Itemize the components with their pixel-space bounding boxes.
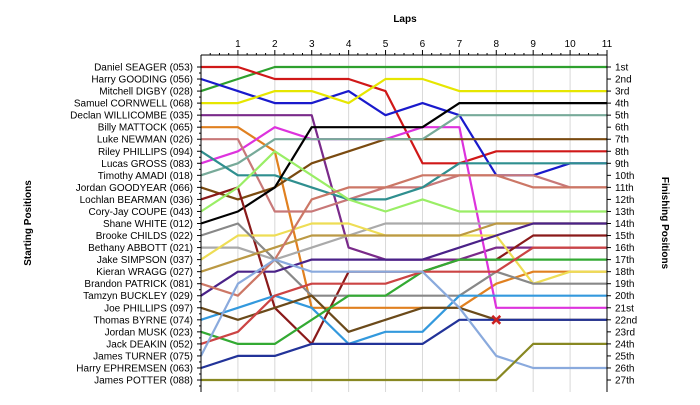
series-line-21 [200, 294, 607, 345]
finish-label-21st: 21st [615, 303, 634, 314]
x-tick-label-8: 8 [493, 39, 499, 50]
x-tick-label-3: 3 [309, 39, 315, 50]
x-tick-label-1: 1 [235, 39, 241, 50]
x-tick-label-6: 6 [420, 39, 426, 50]
start-label-3: Harry GOODING (056) [91, 75, 193, 86]
chart-title: Laps [393, 14, 417, 25]
x-tick-label-11: 11 [602, 39, 613, 50]
series-line-1 [200, 65, 607, 93]
start-label-20: Brandon PATRICK (081) [84, 279, 193, 290]
x-tick-label-4: 4 [346, 39, 352, 50]
finish-label-1st: 1st [615, 63, 629, 74]
finish-label-2nd: 2nd [615, 75, 632, 86]
finish-label-26th: 26th [615, 363, 634, 374]
finish-label-8th: 8th [615, 147, 629, 158]
series-line-16 [200, 150, 607, 213]
start-label-10: Timothy AMADI (018) [98, 171, 193, 182]
start-label-25: Harry EPHREMSEN (063) [76, 363, 193, 374]
finish-label-19th: 19th [615, 279, 634, 290]
finish-label-7th: 7th [615, 135, 629, 146]
x-tick-label-7: 7 [457, 39, 463, 50]
retired-marker-stroke-b [491, 314, 502, 325]
finish-label-6th: 6th [615, 123, 629, 134]
start-label-16: Cory-Jay COUPE (043) [89, 207, 193, 218]
series-line-8 [201, 138, 607, 213]
series-line-19 [200, 222, 607, 297]
series-line-10 [200, 114, 607, 177]
finish-label-17th: 17th [615, 255, 634, 266]
series-line-23 [200, 258, 607, 345]
y-axis-left-title: Starting Positions [23, 180, 34, 266]
finish-label-18th: 18th [615, 267, 634, 278]
finish-label-4th: 4th [615, 99, 629, 110]
start-label-18: Kieran WRAGG (027) [96, 267, 193, 278]
start-label-8: Luke NEWMAN (026) [97, 135, 193, 146]
series-line-3 [200, 77, 607, 177]
series-line-26 [200, 258, 607, 370]
start-label-23: Jordan MUSK (023) [105, 327, 193, 338]
series-line-12 [200, 101, 607, 225]
x-tick-label-9: 9 [530, 39, 536, 50]
start-label-11: Riley PHILLIPS (094) [98, 147, 193, 158]
finish-label-27th: 27th [615, 376, 634, 387]
start-label-5: Declan WILLICOMBE (035) [70, 111, 193, 122]
start-label-22: Joe PHILLIPS (097) [104, 303, 193, 314]
finish-label-16th: 16th [615, 243, 634, 254]
series-line-24 [200, 246, 607, 345]
start-label-9: Jordan GOODYEAR (066) [76, 183, 193, 194]
finish-label-22nd: 22nd [615, 315, 637, 326]
finish-label-9th: 9th [615, 159, 629, 170]
start-label-7: Lucas GROSS (083) [101, 159, 193, 170]
start-label-26: James TURNER (075) [93, 351, 193, 362]
start-label-12: Shane WHITE (012) [103, 219, 193, 230]
start-label-1: Mitchell DIGBY (028) [99, 87, 193, 98]
finish-label-20th: 20th [615, 291, 634, 302]
start-label-2: Daniel SEAGER (053) [94, 63, 193, 74]
finish-label-14th: 14th [615, 219, 634, 230]
finish-label-12th: 12th [615, 195, 634, 206]
start-label-15: Jake SIMPSON (037) [97, 255, 193, 266]
x-tick-label-10: 10 [565, 39, 577, 50]
labels: Mitchell DIGBY (028)Daniel SEAGER (053)H… [70, 63, 637, 387]
series-line-25 [200, 318, 607, 370]
start-label-6: Billy MATTOCK (065) [98, 123, 193, 134]
start-label-24: Jack DEAKIN (052) [106, 339, 193, 350]
start-label-27: James POTTER (088) [94, 376, 193, 387]
finish-label-25th: 25th [615, 351, 634, 362]
finish-label-15th: 15th [615, 231, 634, 242]
finish-label-13th: 13th [615, 207, 634, 218]
finish-label-3rd: 3rd [615, 87, 629, 98]
start-label-14: Lochlan BEARMAN (036) [80, 195, 193, 206]
start-label-17: Brooke CHILDS (022) [96, 231, 193, 242]
finish-label-5th: 5th [615, 111, 629, 122]
axes: 1 2 3 4 5 6 7 8 9 10 11 [197, 39, 613, 392]
series-line-7 [200, 126, 607, 309]
start-label-13: Bethany ABBOTT (021) [88, 243, 193, 254]
finish-label-10th: 10th [615, 171, 634, 182]
x-tick-label-5: 5 [383, 39, 389, 50]
finish-label-23rd: 23rd [615, 327, 635, 338]
series-line-4 [201, 77, 607, 105]
series-line-20 [200, 174, 607, 297]
start-label-21: Thomas BYRNE (074) [94, 315, 193, 326]
series-lines [200, 65, 607, 382]
start-label-19: Tamzyn BUCKLEY (029) [83, 291, 193, 302]
series-line-17 [200, 222, 607, 297]
series-line-27 [201, 342, 607, 382]
start-label-4: Samuel CORNWELL (068) [74, 99, 193, 110]
finish-label-11th: 11th [615, 183, 634, 194]
y-axis-right-title: Finishing Positions [659, 177, 670, 270]
x-tick-label-2: 2 [272, 39, 278, 50]
finish-label-24th: 24th [615, 339, 634, 350]
series-line-6 [201, 126, 607, 309]
series-line-11 [200, 150, 607, 201]
